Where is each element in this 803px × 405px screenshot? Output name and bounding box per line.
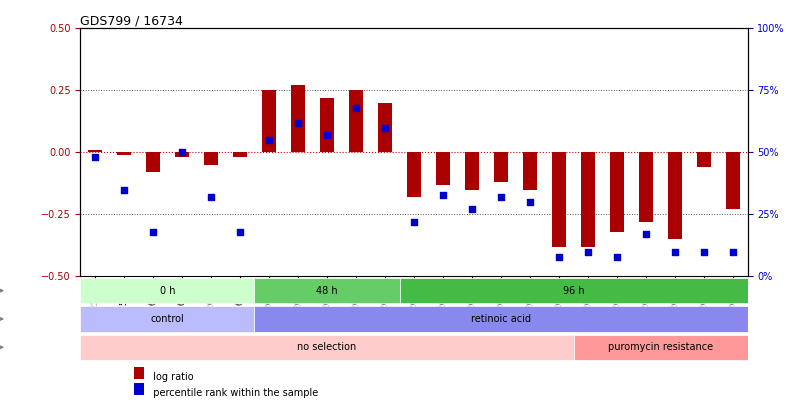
Text: retinoic acid: retinoic acid <box>471 314 531 324</box>
Bar <box>667 152 682 239</box>
FancyBboxPatch shape <box>255 278 399 303</box>
Text: puromycin resistance: puromycin resistance <box>607 342 712 352</box>
Bar <box>696 152 711 167</box>
Point <box>668 248 681 255</box>
Bar <box>377 103 392 152</box>
Bar <box>133 367 144 379</box>
Point <box>465 206 478 213</box>
FancyBboxPatch shape <box>80 278 255 303</box>
Text: GDS799 / 16734: GDS799 / 16734 <box>80 14 183 27</box>
Bar <box>638 152 653 222</box>
Point <box>436 191 449 198</box>
Bar <box>349 90 363 152</box>
FancyBboxPatch shape <box>573 335 747 360</box>
Bar <box>262 90 276 152</box>
Text: no selection: no selection <box>297 342 357 352</box>
Text: log ratio: log ratio <box>147 373 194 382</box>
Bar <box>725 152 740 209</box>
Bar <box>435 152 450 185</box>
Point <box>523 199 536 205</box>
Bar <box>88 150 102 152</box>
Point <box>610 254 623 260</box>
Point <box>291 119 304 126</box>
Bar <box>145 152 160 172</box>
Point <box>233 228 246 235</box>
Point <box>146 228 159 235</box>
Bar <box>320 98 334 152</box>
Bar <box>551 152 565 247</box>
Bar <box>522 152 536 190</box>
Bar <box>291 85 305 152</box>
Point <box>697 248 710 255</box>
Bar <box>406 152 421 197</box>
Point <box>581 248 594 255</box>
Bar <box>580 152 595 247</box>
Bar <box>174 152 189 157</box>
Text: percentile rank within the sample: percentile rank within the sample <box>147 388 318 399</box>
FancyBboxPatch shape <box>80 306 255 332</box>
Point <box>349 104 362 111</box>
Bar <box>464 152 479 190</box>
Bar <box>493 152 507 182</box>
Bar <box>133 383 144 395</box>
Point <box>407 219 420 225</box>
Point <box>175 149 188 156</box>
Text: 0 h: 0 h <box>160 286 175 296</box>
Point <box>263 137 275 143</box>
Text: control: control <box>150 314 184 324</box>
FancyBboxPatch shape <box>80 335 573 360</box>
Text: 96 h: 96 h <box>562 286 584 296</box>
FancyBboxPatch shape <box>399 278 747 303</box>
Point <box>88 154 101 160</box>
Bar <box>116 152 131 155</box>
Point <box>726 248 739 255</box>
Bar <box>232 152 247 157</box>
Bar <box>609 152 624 232</box>
Point <box>117 186 130 193</box>
Text: 48 h: 48 h <box>316 286 337 296</box>
Point <box>204 194 217 200</box>
Point <box>494 194 507 200</box>
Point <box>552 254 565 260</box>
FancyBboxPatch shape <box>255 306 747 332</box>
Point <box>639 231 652 237</box>
Point <box>320 132 333 138</box>
Point <box>378 124 391 131</box>
Bar <box>203 152 218 165</box>
